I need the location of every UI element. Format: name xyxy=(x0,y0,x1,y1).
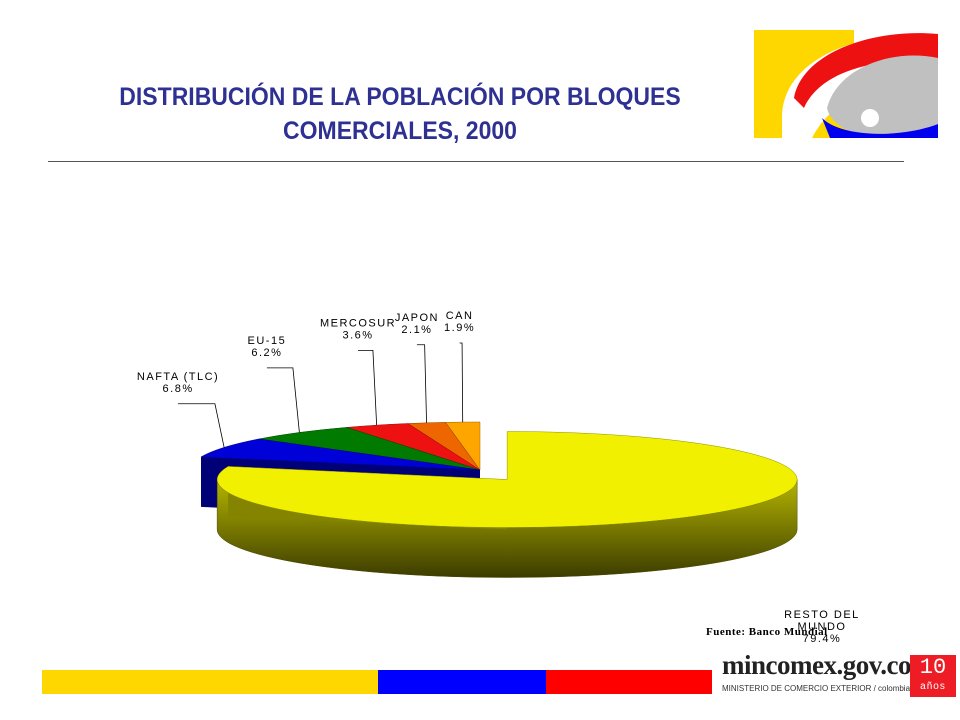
leader-line xyxy=(266,367,300,433)
slice-value-label: 6.2% xyxy=(251,347,282,359)
slice-name-label: CAN xyxy=(446,310,474,322)
source-note: Fuente: Banco Mundial xyxy=(706,626,828,638)
mincomex-logo-icon xyxy=(754,30,938,138)
slice-value-label: 3.6% xyxy=(342,329,373,341)
footer-bar-blue xyxy=(378,670,546,694)
slice-top xyxy=(216,431,798,528)
leader-line xyxy=(416,344,427,423)
slice-top xyxy=(200,438,481,471)
slice-name-label: MERCOSUR xyxy=(320,317,396,329)
slice-name-label: EU-15 xyxy=(248,335,287,347)
page-title: DISTRIBUCIÓN DE LA POBLACIÓN POR BLOQUES… xyxy=(69,80,731,148)
footer-bar-yellow xyxy=(42,670,378,694)
slice-name-label: RESTO DEL xyxy=(784,609,860,621)
slice-name-label: JAPON xyxy=(395,312,439,324)
slice-name-label: NAFTA (TLC) xyxy=(137,371,219,383)
slice-value-label: 1.9% xyxy=(444,322,475,334)
slice-value-label: 2.1% xyxy=(401,324,432,336)
slice-label: EU-15 6.2% xyxy=(248,335,287,359)
title-line-2: COMERCIALES, 2000 xyxy=(283,117,517,145)
slice-value-label: 6.8% xyxy=(163,383,194,395)
anniversary-badge: 10 años xyxy=(910,655,956,697)
slice-name-label: MUNDO xyxy=(797,621,846,633)
footer-bar-red xyxy=(546,670,712,694)
slice-label: CAN 1.9% xyxy=(444,310,475,334)
slice-label: JAPON 2.1% xyxy=(395,312,439,336)
leader-line xyxy=(178,403,225,448)
brand-name: mincomex.gov.co xyxy=(722,650,911,680)
slice-label: NAFTA (TLC) 6.8% xyxy=(137,371,219,395)
title-divider xyxy=(48,161,904,162)
brand-subtitle: MINISTERIO DE COMERCIO EXTERIOR / colomb… xyxy=(722,684,911,693)
slice-resto-del-mundo xyxy=(216,431,798,578)
slice-value-label: 79.4% xyxy=(803,633,842,645)
badge-number: 10 xyxy=(919,655,947,680)
leader-line xyxy=(459,342,464,423)
slice-label: MERCOSUR 3.6% xyxy=(320,317,396,341)
title-line-1: DISTRIBUCIÓN DE LA POBLACIÓN POR BLOQUES xyxy=(119,83,681,111)
badge-text: años xyxy=(920,681,946,692)
leader-line xyxy=(358,349,378,426)
slice-label: RESTO DEL MUNDO 79.4% xyxy=(784,609,860,645)
